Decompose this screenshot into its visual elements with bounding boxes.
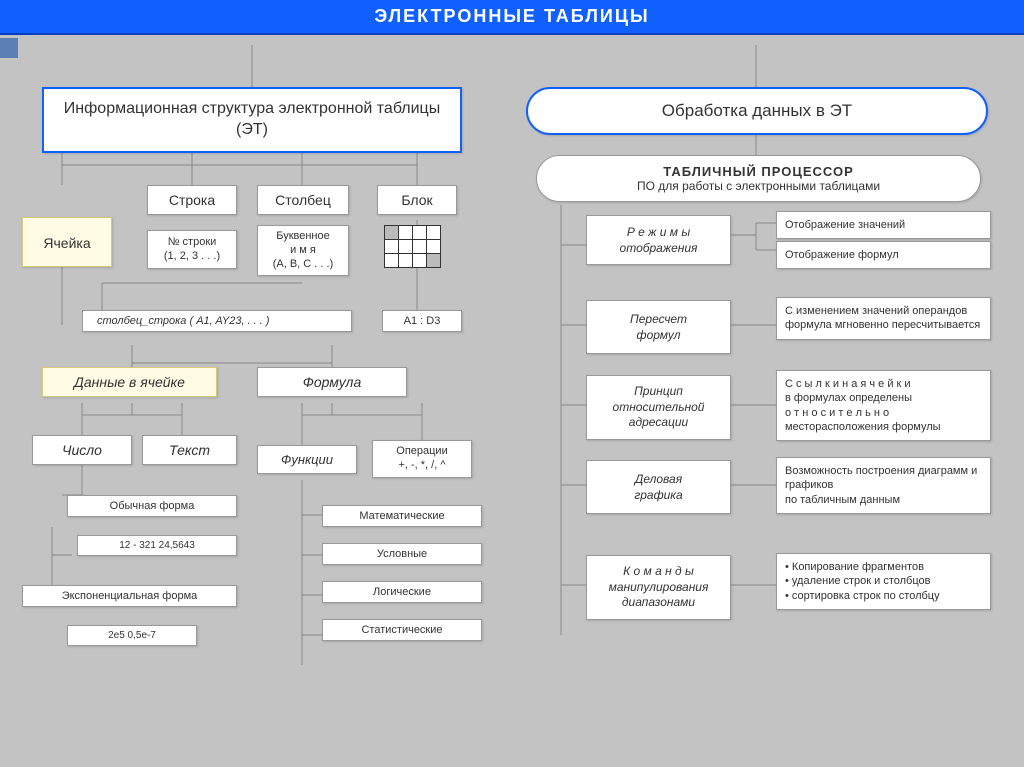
- block-ref: A1 : D3: [382, 310, 462, 332]
- node-col: Столбец: [257, 185, 349, 215]
- node-cell-data: Данные в ячейке: [42, 367, 217, 397]
- processor-sub: ПО для работы с электронными таблицами: [547, 179, 970, 193]
- r-item-0-label: Р е ж и м ы отображения: [586, 215, 731, 265]
- left-heading: Информационная структура электронной таб…: [42, 87, 462, 153]
- func-3: Статистические: [322, 619, 482, 641]
- page-title: ЭЛЕКТРОННЫЕ ТАБЛИЦЫ: [0, 0, 1024, 35]
- col-desc: Буквенное и м я (A, B, C . . .): [257, 225, 349, 276]
- exp-form: Экспоненциальная форма: [22, 585, 237, 607]
- r-item-2-label: Принцип относительной адресации: [586, 375, 731, 440]
- addr-format: столбец_строка ( A1, AY23, . . . ): [82, 310, 352, 332]
- normal-ex: 12 - 321 24,5643: [77, 535, 237, 556]
- func-1: Условные: [322, 543, 482, 565]
- r-item-0-desc-b: Отображение формул: [776, 241, 991, 269]
- r-item-3-desc: Возможность построения диаграмм и график…: [776, 457, 991, 514]
- node-row: Строка: [147, 185, 237, 215]
- right-heading: Обработка данных в ЭТ: [526, 87, 988, 135]
- r-item-1-label: Пересчет формул: [586, 300, 731, 354]
- normal-form: Обычная форма: [67, 495, 237, 517]
- node-block: Блок: [377, 185, 457, 215]
- processor-box: ТАБЛИЧНЫЙ ПРОЦЕССОР ПО для работы с элек…: [536, 155, 981, 202]
- row-desc: № строки (1, 2, 3 . . .): [147, 230, 237, 269]
- node-cell: Ячейка: [22, 217, 112, 267]
- node-operations: Операции +, -, *, /, ^: [372, 440, 472, 478]
- block-grid-icon: [384, 225, 441, 268]
- r-item-1-desc: С изменением значений операндов формула …: [776, 297, 991, 340]
- r-item-3-label: Деловая графика: [586, 460, 731, 514]
- func-2: Логические: [322, 581, 482, 603]
- r-item-4-desc: • Копирование фрагментов • удаление стро…: [776, 553, 991, 610]
- node-formula: Формула: [257, 367, 407, 397]
- exp-ex: 2e5 0,5e-7: [67, 625, 197, 646]
- r-item-0-desc-a: Отображение значений: [776, 211, 991, 239]
- left-connectors: [12, 45, 492, 765]
- node-number: Число: [32, 435, 132, 465]
- func-0: Математические: [322, 505, 482, 527]
- processor-title: ТАБЛИЧНЫЙ ПРОЦЕССОР: [547, 164, 970, 179]
- r-item-4-label: К о м а н д ы манипулирования диапазонам…: [586, 555, 731, 620]
- r-item-2-desc: С с ы л к и н а я ч е й к и в формулах о…: [776, 370, 991, 441]
- node-text: Текст: [142, 435, 237, 465]
- diagram-page: Информационная структура электронной таб…: [0, 35, 1024, 55]
- node-functions: Функции: [257, 445, 357, 474]
